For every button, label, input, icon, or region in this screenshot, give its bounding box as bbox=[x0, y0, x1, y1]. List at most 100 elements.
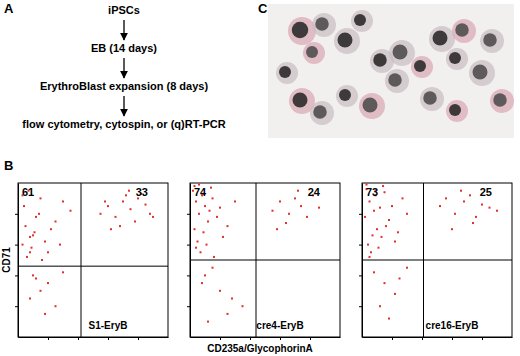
quadrant-value: 33 bbox=[136, 186, 148, 198]
quadrant-value: 74 bbox=[194, 186, 207, 198]
flow-plot: 61 33 S1-EryB bbox=[15, 183, 169, 340]
flow-arrow bbox=[123, 96, 124, 116]
cell-halo bbox=[480, 29, 504, 53]
cell-nucleus bbox=[483, 33, 497, 47]
cell-halo bbox=[336, 85, 358, 107]
figure: ABCiPSCsEB (14 days)ErythroBlast expansi… bbox=[0, 0, 520, 356]
event-point bbox=[47, 251, 49, 253]
event-point bbox=[115, 216, 117, 218]
event-point bbox=[384, 282, 386, 284]
event-point bbox=[216, 216, 218, 218]
event-point bbox=[394, 241, 396, 243]
quadrant-value: 61 bbox=[22, 186, 34, 198]
event-point bbox=[197, 241, 199, 243]
event-point bbox=[469, 194, 471, 196]
flow-step: flow cytometry, cytospin, or (q)RT-PCR bbox=[22, 118, 225, 130]
event-point bbox=[134, 221, 136, 223]
cell-halo bbox=[446, 100, 468, 122]
event-point bbox=[242, 305, 244, 307]
event-point bbox=[212, 197, 214, 199]
points bbox=[364, 184, 498, 320]
cell-nucleus bbox=[306, 46, 318, 58]
event-point bbox=[475, 216, 477, 218]
event-point bbox=[272, 210, 274, 212]
event-point bbox=[460, 190, 462, 192]
event-point bbox=[222, 236, 224, 238]
event-point bbox=[300, 205, 302, 207]
cell-nucleus bbox=[279, 66, 291, 78]
cell-halo bbox=[334, 28, 360, 54]
event-point bbox=[369, 200, 371, 202]
event-point bbox=[379, 207, 381, 209]
event-point bbox=[318, 207, 320, 209]
event-point bbox=[104, 200, 106, 202]
cell-nucleus bbox=[493, 93, 507, 107]
event-point bbox=[381, 236, 383, 238]
quadrant-value: 73 bbox=[366, 186, 378, 198]
event-point bbox=[209, 210, 211, 212]
event-point bbox=[47, 282, 49, 284]
event-point bbox=[367, 244, 369, 246]
cell-nucleus bbox=[313, 105, 327, 119]
event-point bbox=[397, 231, 399, 233]
event-point bbox=[38, 213, 40, 215]
event-point bbox=[62, 271, 64, 273]
event-point bbox=[128, 190, 130, 192]
cell-halo bbox=[312, 13, 336, 37]
event-point bbox=[394, 293, 396, 295]
event-point bbox=[212, 267, 214, 269]
cell-halo bbox=[288, 17, 316, 45]
event-point bbox=[204, 205, 206, 207]
event-point bbox=[201, 282, 203, 284]
panel-label: B bbox=[4, 158, 13, 173]
event-point bbox=[372, 234, 374, 236]
event-point bbox=[306, 216, 308, 218]
sample-label: cre16-EryB bbox=[426, 320, 479, 331]
cell-nucleus bbox=[414, 60, 426, 72]
event-point bbox=[373, 210, 375, 212]
cell-halo bbox=[310, 101, 334, 125]
event-point bbox=[388, 219, 390, 221]
event-point bbox=[44, 313, 46, 315]
event-point bbox=[152, 216, 154, 218]
panel-label: A bbox=[4, 1, 14, 16]
plot-frame bbox=[18, 183, 168, 337]
event-point bbox=[203, 231, 205, 233]
event-point bbox=[198, 213, 200, 215]
event-point bbox=[29, 251, 31, 253]
panel-label: C bbox=[258, 1, 268, 16]
gates bbox=[362, 183, 512, 337]
event-point bbox=[29, 298, 31, 300]
event-point bbox=[29, 236, 31, 238]
event-point bbox=[370, 251, 372, 253]
event-point bbox=[369, 256, 371, 258]
event-point bbox=[32, 274, 34, 276]
gate-horizontal bbox=[18, 266, 168, 267]
event-point bbox=[204, 274, 206, 276]
cell-halo bbox=[452, 19, 476, 43]
cell-halo bbox=[303, 42, 325, 64]
event-point bbox=[454, 213, 456, 215]
sample-label: S1-EryB bbox=[89, 320, 128, 331]
x-axis-label: CD235a/GlycophorinA bbox=[207, 343, 313, 354]
event-point bbox=[406, 213, 408, 215]
event-point bbox=[496, 210, 498, 212]
cell-nucleus bbox=[423, 91, 437, 105]
event-point bbox=[119, 225, 121, 227]
flow-arrow bbox=[123, 58, 124, 78]
gate-horizontal bbox=[190, 260, 340, 261]
cell-nucleus bbox=[393, 45, 408, 60]
event-point bbox=[399, 277, 401, 279]
event-point bbox=[206, 244, 208, 246]
event-point bbox=[379, 305, 381, 307]
gates bbox=[18, 183, 168, 337]
event-point bbox=[107, 205, 109, 207]
event-point bbox=[227, 313, 229, 315]
event-point bbox=[130, 208, 132, 210]
event-point bbox=[40, 197, 42, 199]
cell-halo bbox=[351, 10, 373, 32]
micrograph bbox=[268, 4, 514, 138]
cell-halo bbox=[469, 60, 495, 86]
cell-halo bbox=[429, 26, 455, 52]
flow-plot: 7325cre16-EryB bbox=[359, 183, 513, 340]
